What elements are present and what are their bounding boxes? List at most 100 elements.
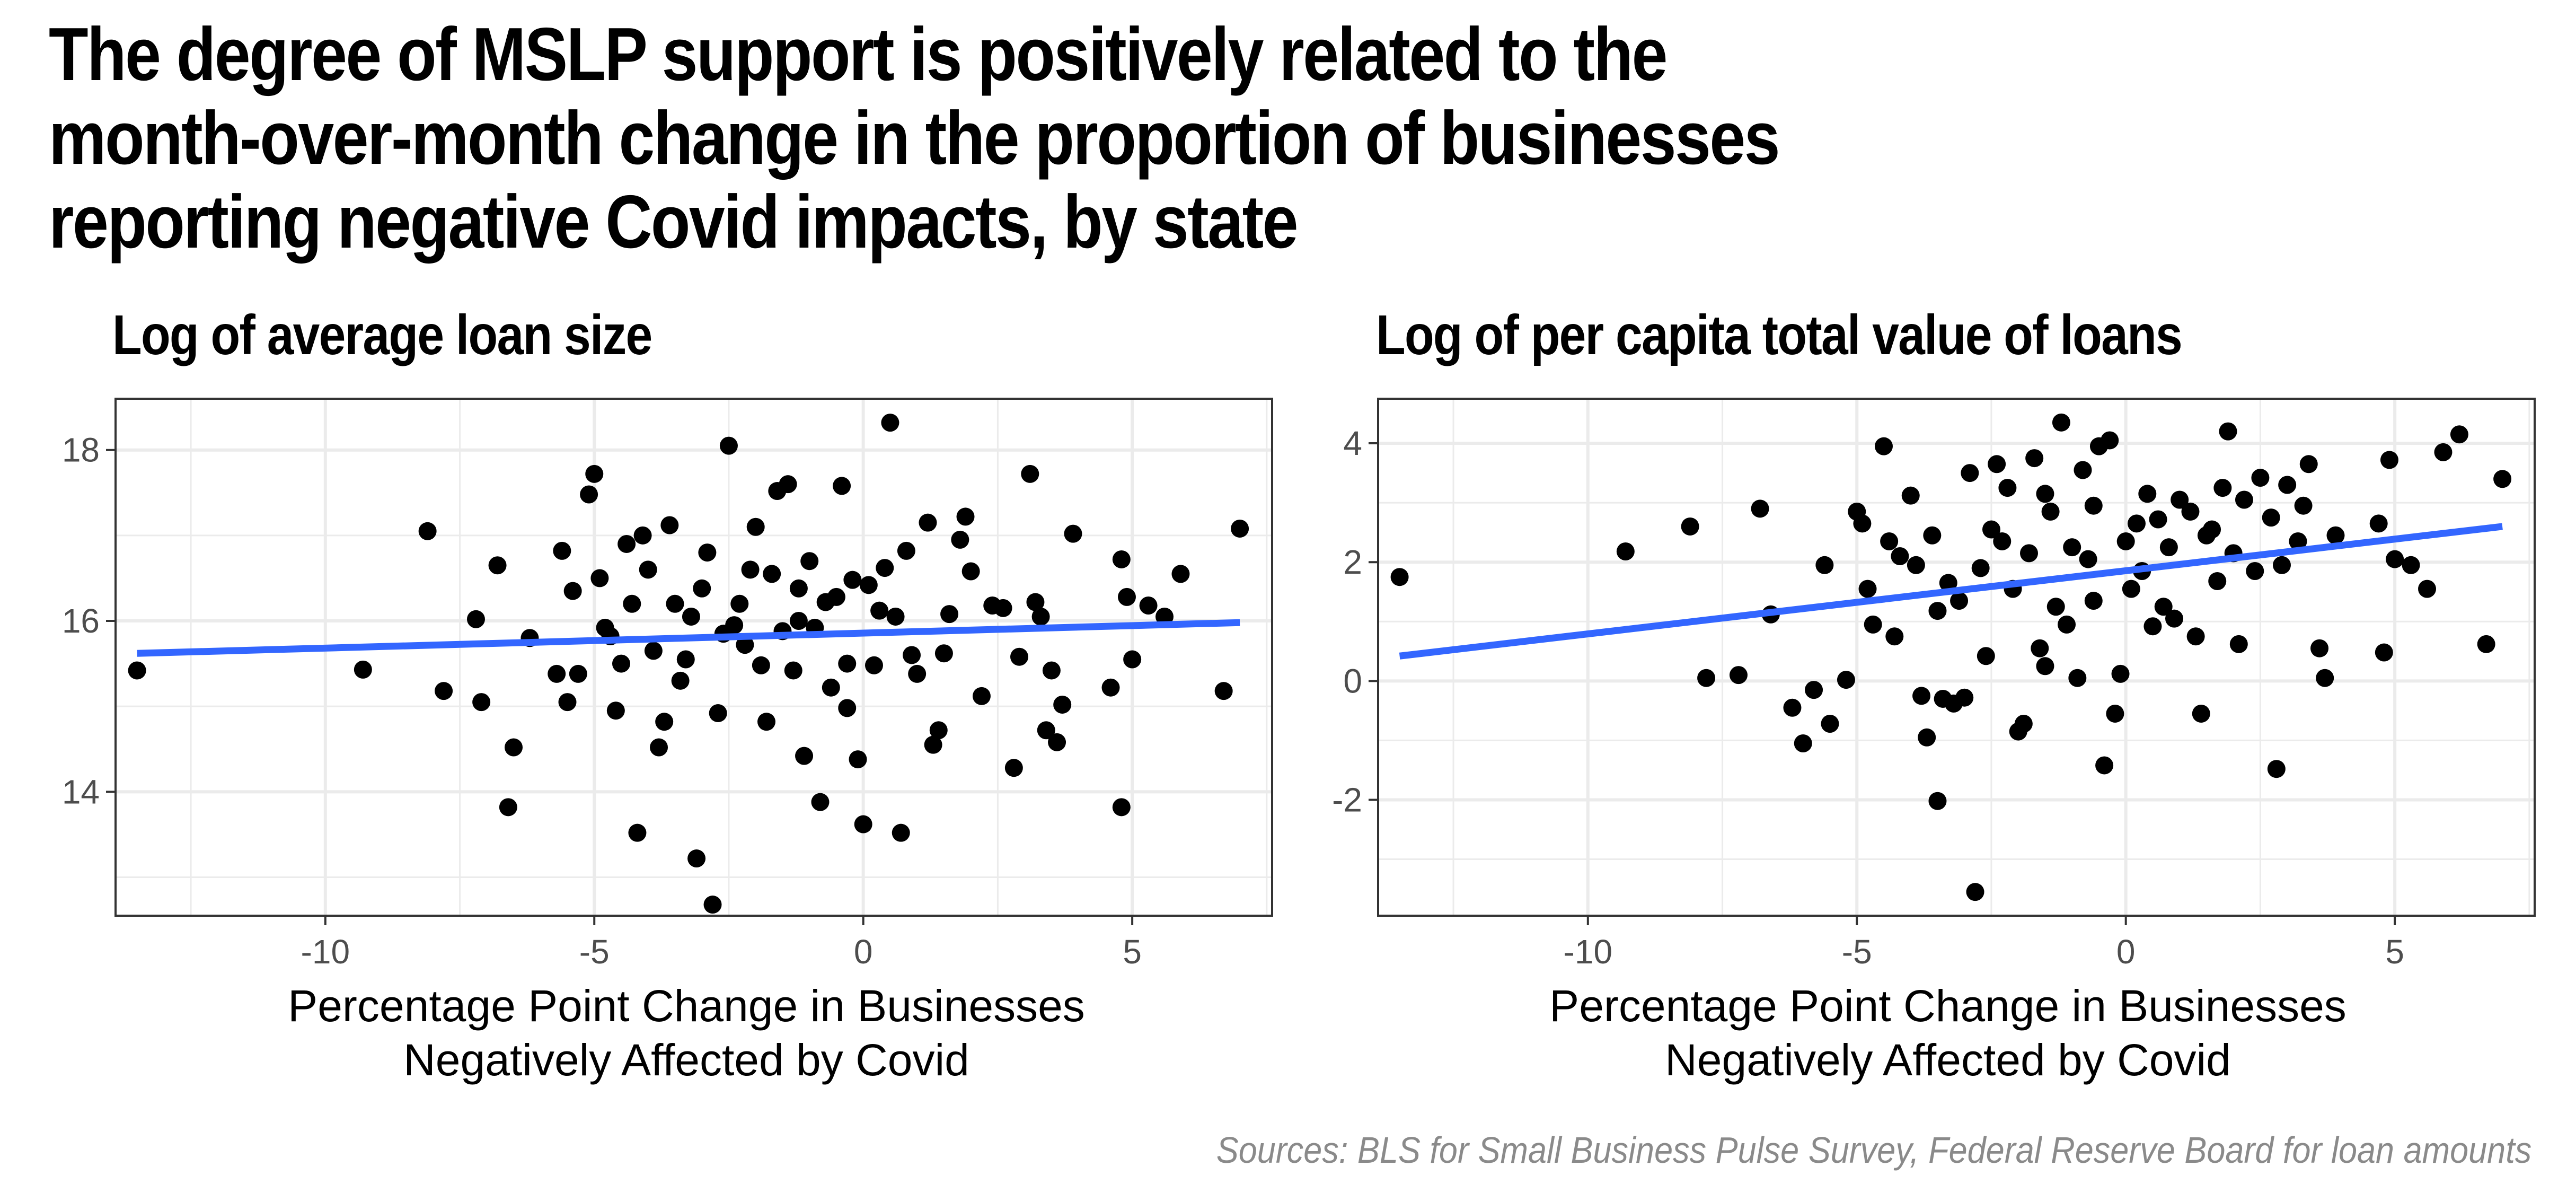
scatter-point bbox=[553, 541, 571, 560]
scatter-point bbox=[763, 565, 781, 583]
scatter-point bbox=[892, 823, 910, 842]
scatter-point bbox=[2046, 598, 2065, 616]
chart-title: The degree of MSLP support is positively… bbox=[49, 12, 1780, 264]
scatter-point bbox=[2116, 532, 2135, 550]
panel-border bbox=[114, 398, 1273, 917]
scatter-point bbox=[1907, 556, 1925, 574]
y-tick-label: 18 bbox=[62, 431, 100, 469]
scatter-point bbox=[2273, 556, 2291, 574]
scatter-point bbox=[789, 579, 808, 598]
x-tick-label: -10 bbox=[1564, 933, 1613, 971]
scatter-point bbox=[854, 815, 872, 834]
scatter-point bbox=[1390, 568, 1409, 586]
scatter-panel-average-loan-size: -10 -5 0 5 14 16 18 bbox=[62, 398, 1273, 971]
scatter-point bbox=[2020, 544, 2039, 563]
scatter-point bbox=[2386, 550, 2404, 568]
scatter-point bbox=[623, 594, 641, 613]
scatter-point bbox=[1918, 728, 1936, 747]
scatter-point bbox=[2186, 627, 2205, 646]
y-tick-label: 4 bbox=[1343, 424, 1362, 462]
scatter-point bbox=[2014, 715, 2033, 733]
scatter-point bbox=[811, 793, 830, 811]
scatter-point bbox=[655, 713, 674, 731]
scatter-point bbox=[1928, 602, 1947, 620]
scatter-point bbox=[736, 636, 754, 654]
scatter-point bbox=[2326, 526, 2345, 545]
scatter-point bbox=[1837, 671, 1855, 689]
x-axis-label-left-line-2: Negatively Affected by Covid bbox=[403, 1035, 969, 1085]
x-axis-label-left: Percentage Point Change in Businesses Ne… bbox=[64, 979, 1309, 1087]
scatter-point bbox=[2095, 756, 2114, 775]
scatter-point bbox=[354, 660, 372, 679]
scatter-point bbox=[709, 704, 727, 723]
scatter-point bbox=[698, 543, 717, 562]
scatter-point bbox=[1751, 499, 1769, 518]
scatter-point bbox=[1794, 734, 1812, 752]
trend-line bbox=[1399, 523, 2503, 660]
scatter-point bbox=[1815, 556, 1834, 574]
scatter-point bbox=[972, 687, 991, 705]
scatter-point bbox=[2380, 451, 2398, 469]
scatter-point bbox=[1885, 627, 1904, 646]
scatter-point bbox=[644, 642, 663, 660]
scatter-point bbox=[929, 721, 948, 740]
panel-title-average-loan-size: Log of average loan size bbox=[112, 304, 652, 366]
scatter-point bbox=[703, 896, 722, 914]
scatter-point bbox=[2299, 455, 2318, 473]
scatter-point bbox=[940, 605, 959, 624]
scatter-point bbox=[1042, 661, 1061, 680]
scatter-point bbox=[1923, 526, 1942, 545]
scatter-point bbox=[628, 823, 647, 842]
scatter-point bbox=[876, 559, 894, 577]
scatter-point bbox=[2101, 431, 2119, 450]
scatter-point bbox=[1139, 596, 1158, 615]
scatter-point bbox=[2063, 538, 2081, 557]
scatter-point bbox=[849, 750, 867, 769]
scatter-point bbox=[1026, 593, 1045, 611]
scatter-point bbox=[2111, 664, 2130, 683]
scatter-point bbox=[800, 552, 819, 571]
scatter-point bbox=[956, 507, 975, 526]
scatter-point bbox=[1874, 437, 1893, 455]
scatter-point bbox=[719, 436, 738, 455]
scatter-point bbox=[2127, 514, 2146, 533]
scatter-point bbox=[784, 661, 802, 680]
scatter-point bbox=[1982, 520, 2000, 539]
source-note: Sources: BLS for Small Business Pulse Su… bbox=[1216, 1129, 2531, 1171]
y-tick-label: 0 bbox=[1343, 662, 1362, 700]
scatter-point bbox=[1010, 647, 1029, 666]
scatter-point bbox=[2235, 490, 2253, 509]
scatter-point bbox=[2154, 598, 2173, 616]
scatter-point bbox=[934, 644, 953, 663]
scatter-point bbox=[1955, 688, 1974, 707]
scatter-point bbox=[1912, 687, 1931, 705]
scatter-point bbox=[1697, 669, 1716, 687]
scatter-point bbox=[2149, 510, 2167, 529]
scatter-point bbox=[580, 485, 598, 504]
scatter-point bbox=[488, 556, 507, 575]
scatter-point bbox=[666, 594, 684, 613]
scatter-point bbox=[833, 477, 851, 495]
scatter-point bbox=[2106, 704, 2124, 723]
scatter-point bbox=[2213, 479, 2232, 497]
scatter-point bbox=[2084, 592, 2103, 610]
scatter-point bbox=[1616, 542, 1635, 561]
scatter-point bbox=[548, 664, 566, 683]
scatter-point bbox=[2369, 514, 2388, 533]
scatter-point bbox=[2165, 609, 2184, 628]
scatter-point bbox=[585, 464, 604, 483]
scatter-point bbox=[919, 513, 937, 532]
x-tick-label: 5 bbox=[2385, 933, 2404, 971]
scatter-point bbox=[961, 562, 980, 581]
scatter-point bbox=[1966, 883, 1984, 901]
scatter-point bbox=[2084, 496, 2103, 515]
scatter-point bbox=[752, 656, 770, 674]
scatter-point bbox=[499, 798, 517, 817]
scatter-point bbox=[558, 693, 577, 712]
scatter-point bbox=[2294, 496, 2313, 515]
scatter-point bbox=[435, 682, 453, 700]
scatter-point bbox=[789, 612, 808, 630]
scatter-point bbox=[1021, 464, 1039, 483]
scatter-point bbox=[881, 414, 899, 432]
y-tick-label: 16 bbox=[62, 602, 100, 640]
